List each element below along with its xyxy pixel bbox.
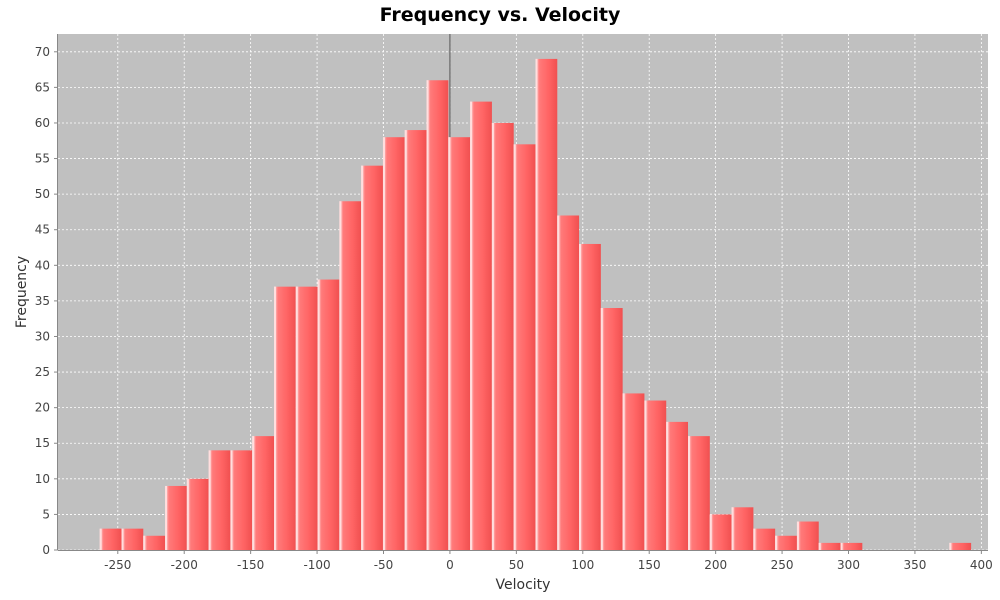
histogram-bar xyxy=(666,421,689,550)
histogram-bar xyxy=(230,450,253,550)
x-tick-label: 150 xyxy=(638,558,661,572)
y-tick-label: 25 xyxy=(35,365,50,379)
bars xyxy=(99,58,972,551)
histogram-bar xyxy=(426,80,449,550)
histogram-bar xyxy=(949,542,972,550)
y-tick-label: 0 xyxy=(42,543,50,557)
histogram-bar xyxy=(579,243,601,550)
histogram-bar xyxy=(818,542,841,550)
y-tick-label: 40 xyxy=(35,258,50,272)
x-tick-label: 200 xyxy=(704,558,727,572)
histogram-bar xyxy=(143,535,166,550)
histogram-bar xyxy=(208,450,231,550)
histogram-bar xyxy=(339,201,362,550)
histogram-bar xyxy=(796,521,819,550)
histogram-bar xyxy=(252,436,275,550)
y-tick-label: 60 xyxy=(35,116,50,130)
axes xyxy=(54,34,988,554)
histogram-bar xyxy=(731,507,754,550)
histogram-bar xyxy=(535,58,558,551)
x-tick-label: 0 xyxy=(446,558,454,572)
x-tick-label: 400 xyxy=(970,558,993,572)
histogram-bar xyxy=(622,393,645,550)
histogram-bar xyxy=(470,101,492,550)
histogram-bar xyxy=(513,144,536,550)
x-tick-label: -250 xyxy=(104,558,131,572)
x-tick-label: 350 xyxy=(903,558,926,572)
x-tick-label: 50 xyxy=(509,558,524,572)
histogram-bar xyxy=(644,400,667,550)
y-tick-label: 65 xyxy=(35,80,50,94)
y-tick-label: 50 xyxy=(35,187,50,201)
y-tick-label: 20 xyxy=(35,401,50,415)
histogram-bar xyxy=(404,130,427,550)
histogram-bar xyxy=(295,286,318,550)
x-tick-labels: -250 -200 -150 -100 -50 0 50 100 150 200 250 300 350… xyxy=(104,558,993,572)
histogram-bar xyxy=(317,279,340,550)
x-tick-label: 300 xyxy=(837,558,860,572)
histogram-bar xyxy=(775,535,797,550)
histogram-bar xyxy=(557,215,580,550)
histogram-bar xyxy=(121,528,144,550)
x-tick-label: 100 xyxy=(571,558,594,572)
y-tick-labels: 0 5 10 15 20 25 30 35 40 45 50 55 60 65 70 xyxy=(35,45,50,557)
y-tick-label: 55 xyxy=(35,152,50,166)
histogram-bar xyxy=(688,436,710,550)
chart-title: Frequency vs. Velocity xyxy=(379,4,621,26)
x-tick-label: -200 xyxy=(171,558,198,572)
histogram-bar xyxy=(448,137,471,550)
x-tick-label: -100 xyxy=(303,558,330,572)
histogram-bar xyxy=(165,485,187,550)
histogram-bar xyxy=(382,137,405,550)
y-tick-label: 70 xyxy=(35,45,50,59)
y-tick-label: 45 xyxy=(35,223,50,237)
histogram-bar xyxy=(361,165,383,551)
x-tick-label: 250 xyxy=(771,558,794,572)
histogram-bar xyxy=(186,478,209,550)
x-axis-title: Velocity xyxy=(496,577,551,593)
x-tick-label: -50 xyxy=(374,558,394,572)
y-tick-label: 35 xyxy=(35,294,50,308)
histogram-bar xyxy=(709,514,732,550)
y-tick-label: 5 xyxy=(42,507,50,521)
y-tick-label: 30 xyxy=(35,329,50,343)
x-tick-label: -150 xyxy=(237,558,264,572)
histogram-bar xyxy=(600,308,623,550)
histogram-bar xyxy=(99,528,122,550)
histogram-bar xyxy=(753,528,776,550)
histogram-bar xyxy=(840,542,863,550)
histogram-bar xyxy=(274,286,296,550)
y-tick-label: 10 xyxy=(35,472,50,486)
y-tick-label: 15 xyxy=(35,436,50,450)
histogram-bar xyxy=(491,122,514,550)
y-axis-title: Frequency xyxy=(14,256,30,328)
